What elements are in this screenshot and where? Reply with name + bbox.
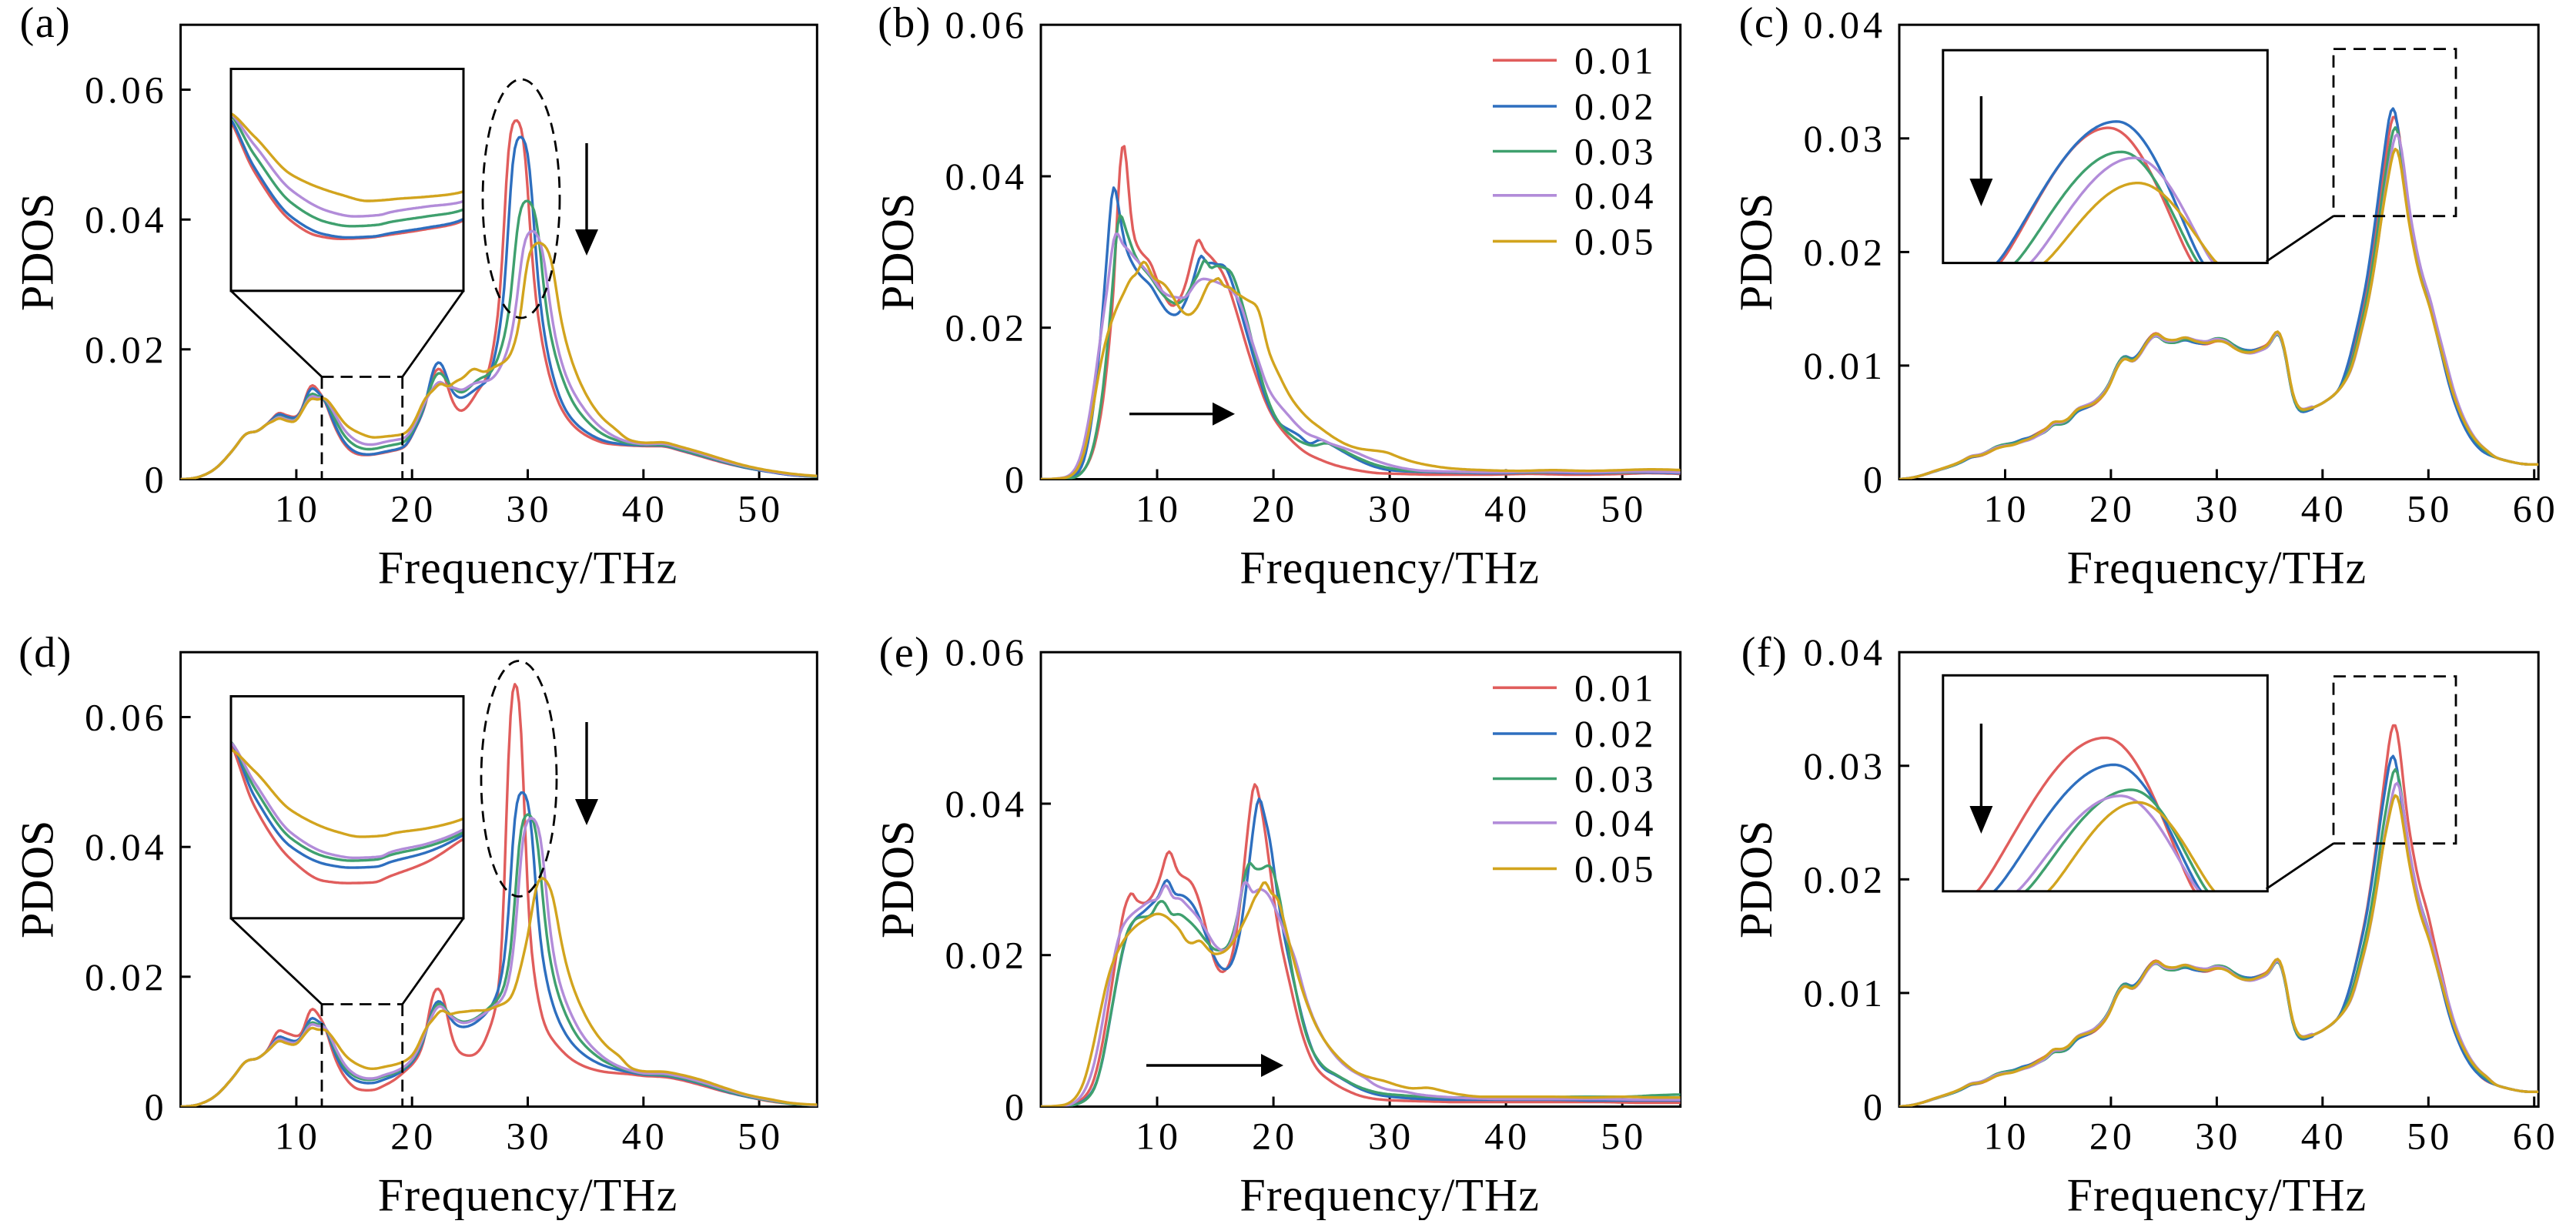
svg-text:20: 20 xyxy=(1252,487,1298,530)
svg-text:50: 50 xyxy=(1601,487,1647,530)
svg-text:PDOS: PDOS xyxy=(12,821,63,938)
svg-text:0.04: 0.04 xyxy=(945,782,1029,825)
svg-text:0.04: 0.04 xyxy=(1804,3,1887,46)
svg-text:40: 40 xyxy=(1484,487,1531,530)
svg-text:0.02: 0.02 xyxy=(85,328,168,371)
svg-text:PDOS: PDOS xyxy=(872,193,923,311)
svg-text:10: 10 xyxy=(275,487,321,530)
svg-text:(f): (f) xyxy=(1741,629,1788,677)
svg-text:0.04: 0.04 xyxy=(85,825,168,868)
svg-text:0.06: 0.06 xyxy=(85,696,168,739)
svg-text:20: 20 xyxy=(2089,487,2136,530)
svg-text:10: 10 xyxy=(1136,487,1182,530)
svg-text:50: 50 xyxy=(1601,1115,1647,1158)
svg-text:0.03: 0.03 xyxy=(1804,744,1887,788)
svg-text:50: 50 xyxy=(738,1115,784,1158)
svg-text:0.02: 0.02 xyxy=(1574,85,1658,128)
svg-text:Frequency/THz: Frequency/THz xyxy=(2067,1170,2367,1221)
svg-text:0: 0 xyxy=(1005,458,1028,501)
svg-text:PDOS: PDOS xyxy=(12,193,63,311)
svg-text:0: 0 xyxy=(1863,1085,1886,1129)
svg-text:0.03: 0.03 xyxy=(1804,117,1887,160)
svg-text:0.04: 0.04 xyxy=(945,155,1029,198)
svg-text:0.02: 0.02 xyxy=(945,934,1029,977)
svg-text:0.01: 0.01 xyxy=(1574,38,1658,82)
svg-text:60: 60 xyxy=(2513,487,2559,530)
svg-text:0.06: 0.06 xyxy=(945,3,1029,46)
svg-text:PDOS: PDOS xyxy=(1731,193,1781,311)
svg-text:20: 20 xyxy=(2089,1115,2136,1158)
svg-text:60: 60 xyxy=(2513,1115,2559,1158)
svg-text:0.01: 0.01 xyxy=(1804,972,1887,1015)
svg-text:(b): (b) xyxy=(878,0,932,47)
svg-text:0.05: 0.05 xyxy=(1574,219,1658,263)
svg-text:30: 30 xyxy=(1368,1115,1414,1158)
svg-text:Frequency/THz: Frequency/THz xyxy=(378,543,678,594)
svg-text:20: 20 xyxy=(1252,1115,1298,1158)
svg-text:30: 30 xyxy=(2195,487,2241,530)
svg-text:10: 10 xyxy=(275,1115,321,1158)
svg-text:0.02: 0.02 xyxy=(1804,230,1887,273)
svg-text:0.04: 0.04 xyxy=(85,198,168,241)
svg-text:10: 10 xyxy=(1984,1115,2030,1158)
svg-text:Frequency/THz: Frequency/THz xyxy=(1239,543,1540,594)
svg-text:0.06: 0.06 xyxy=(85,69,168,112)
svg-text:0.02: 0.02 xyxy=(1574,712,1658,755)
svg-text:Frequency/THz: Frequency/THz xyxy=(1239,1170,1540,1221)
svg-text:20: 20 xyxy=(390,1115,437,1158)
svg-text:Frequency/THz: Frequency/THz xyxy=(378,1170,678,1221)
svg-text:(c): (c) xyxy=(1739,0,1791,47)
svg-text:50: 50 xyxy=(738,487,784,530)
svg-text:0.03: 0.03 xyxy=(1574,757,1658,801)
svg-text:50: 50 xyxy=(2407,1115,2453,1158)
svg-text:30: 30 xyxy=(507,1115,553,1158)
svg-text:0.05: 0.05 xyxy=(1574,847,1658,890)
svg-text:Frequency/THz: Frequency/THz xyxy=(2067,543,2367,594)
svg-text:40: 40 xyxy=(1484,1115,1531,1158)
svg-text:30: 30 xyxy=(2195,1115,2241,1158)
svg-text:PDOS: PDOS xyxy=(1731,821,1781,938)
svg-text:(d): (d) xyxy=(18,629,72,677)
svg-text:0.06: 0.06 xyxy=(945,630,1029,674)
svg-text:(a): (a) xyxy=(20,0,72,47)
svg-text:0.02: 0.02 xyxy=(1804,858,1887,901)
svg-text:0.02: 0.02 xyxy=(945,306,1029,349)
svg-text:0.01: 0.01 xyxy=(1804,344,1887,387)
svg-text:40: 40 xyxy=(622,487,668,530)
svg-text:10: 10 xyxy=(1136,1115,1182,1158)
svg-text:0.04: 0.04 xyxy=(1574,801,1658,844)
svg-text:50: 50 xyxy=(2407,487,2453,530)
svg-text:20: 20 xyxy=(390,487,437,530)
svg-text:40: 40 xyxy=(2301,487,2347,530)
svg-text:0: 0 xyxy=(1005,1085,1028,1129)
svg-text:40: 40 xyxy=(622,1115,668,1158)
svg-text:40: 40 xyxy=(2301,1115,2347,1158)
svg-text:0.03: 0.03 xyxy=(1574,130,1658,173)
svg-text:0.02: 0.02 xyxy=(85,955,168,998)
svg-text:0.04: 0.04 xyxy=(1804,630,1887,674)
svg-text:30: 30 xyxy=(1368,487,1414,530)
svg-text:PDOS: PDOS xyxy=(872,821,923,938)
svg-text:30: 30 xyxy=(507,487,553,530)
svg-text:(e): (e) xyxy=(879,629,931,677)
svg-text:0.01: 0.01 xyxy=(1574,666,1658,709)
svg-text:0.04: 0.04 xyxy=(1574,174,1658,217)
svg-text:0: 0 xyxy=(145,1085,168,1129)
svg-text:0: 0 xyxy=(145,458,168,501)
svg-text:10: 10 xyxy=(1984,487,2030,530)
svg-text:0: 0 xyxy=(1863,458,1886,501)
